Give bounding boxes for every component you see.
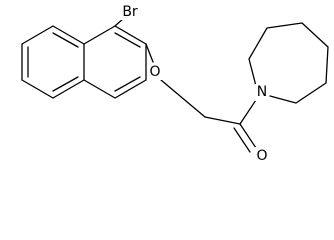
atom-label: Br: [122, 4, 138, 20]
atom-label: O: [256, 148, 267, 164]
double-bond: [233, 127, 251, 153]
double-bond: [114, 76, 141, 92]
atom-label: O: [149, 64, 160, 80]
bond: [160, 79, 206, 118]
page: Br O O N (() => { const data = JSON.pars…: [21, 4, 329, 164]
benzene-ring: [83, 25, 147, 99]
label-bg: [255, 147, 269, 164]
bond: [204, 116, 241, 125]
double-bond: [114, 32, 141, 48]
atom-label: N: [257, 84, 267, 100]
label-bg: [255, 84, 269, 101]
double-bond: [52, 76, 79, 92]
label-bg: [118, 4, 140, 20]
azepane-ring: [248, 22, 329, 104]
bond: [239, 99, 257, 125]
structure: Br O O N: [21, 4, 329, 164]
label-bg: [148, 63, 162, 80]
double-bond: [52, 32, 79, 48]
benzene-ring: [21, 25, 85, 99]
double-bond: [239, 123, 257, 149]
bond: [145, 43, 154, 63]
